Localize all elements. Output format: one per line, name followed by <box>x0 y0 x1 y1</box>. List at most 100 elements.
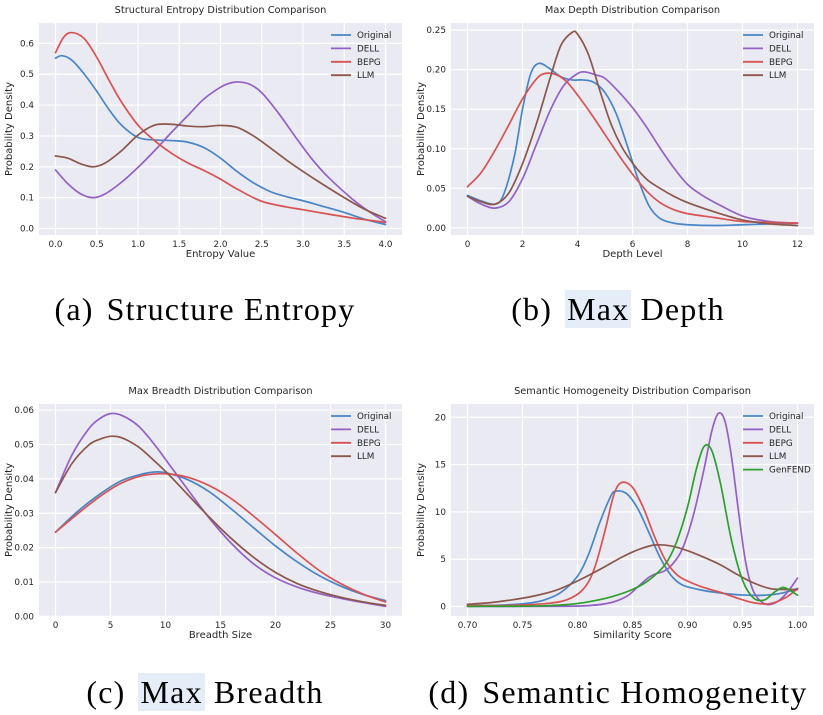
curve-original <box>54 470 387 602</box>
x-tick-label: 20 <box>270 621 282 631</box>
x-tick-label: 10 <box>737 240 749 250</box>
y-tick-label: 0.3 <box>20 132 34 142</box>
x-tick-label: 5 <box>108 621 114 631</box>
curves-group <box>54 412 387 608</box>
curves-group <box>466 412 799 608</box>
curve-llm <box>466 30 799 227</box>
chart-title: Semantic Homogeneity Distribution Compar… <box>514 386 751 397</box>
legend-label-dell: DELL <box>357 44 379 54</box>
panel-structural-entropy: 0.0 0.5 1.0 1.5 2.0 2.5 3.0 3.5 4.0 0.0 0.1 0.2 0.3 0… <box>1 0 411 262</box>
curve-original <box>466 490 799 607</box>
y-tick-label: 0.05 <box>426 184 446 194</box>
legend-label-genfend: GenFEND <box>769 466 811 476</box>
caption-b-prefix: (b) <box>511 291 553 327</box>
caption-max-depth: (b) Max Depth <box>413 290 823 328</box>
legend-label-original: Original <box>357 31 391 41</box>
curve-dell <box>54 81 387 223</box>
y-tick-label: 0 <box>440 603 446 613</box>
y-tick-label: 0.00 <box>426 224 446 234</box>
x-tick-label: 0.85 <box>623 621 643 631</box>
max-breadth-chart: 0 5 10 15 20 25 30 0.00 0.01 0.02 0.03 0.04 0.05 0.06… <box>4 386 402 641</box>
y-tick-label: 0.06 <box>14 406 34 416</box>
x-axis-label: Breadth Size <box>189 630 252 641</box>
legend: Original DELL BEPG LLM <box>331 412 391 462</box>
curve-dell <box>54 412 387 608</box>
panel-semantic-homogeneity: 0.70 0.75 0.80 0.85 0.90 0.95 1.00 0 5 10 15 20 Sema… <box>413 381 823 643</box>
x-tick-label: 1.0 <box>131 240 145 250</box>
caption-c-highlighted-text: Max <box>138 673 205 711</box>
curves-group <box>466 30 799 227</box>
y-tick-label: 0.5 <box>20 70 34 80</box>
y-tick-label: 0.0 <box>20 225 34 235</box>
x-tick-label: 0 <box>465 240 471 250</box>
y-axis-label: Probability Density <box>4 82 15 176</box>
legend-label-bepg: BEPG <box>769 58 793 68</box>
y-axis-label: Probability Density <box>4 463 15 557</box>
x-tick-label: 0.70 <box>458 621 478 631</box>
max-depth-chart: 0 2 4 6 8 10 12 0.00 0.05 0.10 0.15 0.20 0.25 Max Dep… <box>416 5 814 260</box>
curve-llm <box>54 123 387 220</box>
curve-bepg <box>54 31 387 224</box>
x-axis-label: Depth Level <box>602 249 662 260</box>
legend-label-llm: LLM <box>769 71 786 81</box>
y-axis-label: Probability Density <box>416 82 427 176</box>
legend-label-dell: DELL <box>357 425 379 435</box>
curve-bepg <box>54 472 387 603</box>
legend-label-dell: DELL <box>769 425 791 435</box>
curves-group <box>54 31 387 226</box>
x-tick-label: 0.0 <box>49 240 63 250</box>
curve-original <box>466 62 799 227</box>
caption-a-text: Structure Entropy <box>106 291 356 327</box>
semantic-homogeneity-chart: 0.70 0.75 0.80 0.85 0.90 0.95 1.00 0 5 10 15 20 Sema… <box>416 386 814 641</box>
x-tick-label: 3.5 <box>337 240 351 250</box>
y-tick-label: 10 <box>435 508 447 518</box>
curve-original <box>54 54 387 226</box>
caption-b-highlighted-text: Max <box>565 290 632 328</box>
chart-title: Structural Entropy Distribution Comparis… <box>115 5 327 16</box>
y-tick-label: 0.4 <box>20 101 34 111</box>
curve-dell <box>466 70 799 224</box>
panel-max-breadth: 0 5 10 15 20 25 30 0.00 0.01 0.02 0.03 0.04 0.05 0.06… <box>1 381 411 643</box>
x-tick-label: 10 <box>160 621 172 631</box>
legend: Original DELL BEPG LLM <box>331 31 391 81</box>
curve-bepg <box>466 481 799 607</box>
x-tick-label: 15 <box>215 621 226 631</box>
y-tick-label: 0.01 <box>14 578 34 588</box>
caption-a-prefix: (a) <box>54 291 94 327</box>
caption-c-text-post: Breadth <box>204 674 324 710</box>
legend-label-bepg: BEPG <box>357 439 381 449</box>
caption-semantic-homogeneity: (d) Semantic Homogeneity <box>413 674 823 711</box>
x-tick-label: 0.5 <box>90 240 104 250</box>
structural-entropy-chart: 0.0 0.5 1.0 1.5 2.0 2.5 3.0 3.5 4.0 0.0 0.1 0.2 0.3 0… <box>4 5 402 260</box>
curve-llm <box>466 543 799 606</box>
legend-label-bepg: BEPG <box>769 439 793 449</box>
x-tick-label: 12 <box>792 240 803 250</box>
legend-label-dell: DELL <box>769 44 791 54</box>
caption-d-prefix: (d) <box>428 674 470 710</box>
y-tick-label: 0.6 <box>20 39 34 49</box>
x-tick-label: 30 <box>380 621 392 631</box>
legend-label-original: Original <box>769 412 803 422</box>
y-tick-label: 0.02 <box>14 544 34 554</box>
legend: Original DELL BEPG LLM <box>743 31 803 81</box>
chart-title: Max Breadth Distribution Comparison <box>128 386 312 397</box>
x-tick-label: 8 <box>685 240 691 250</box>
x-tick-label: 2.0 <box>214 240 228 250</box>
y-tick-label: 0.04 <box>14 475 34 485</box>
y-tick-label: 0.10 <box>426 145 446 155</box>
curve-dell <box>466 412 799 608</box>
x-tick-label: 2 <box>520 240 526 250</box>
x-tick-label: 2.5 <box>255 240 269 250</box>
x-tick-label: 0.80 <box>568 621 588 631</box>
y-tick-label: 15 <box>435 461 446 471</box>
legend-label-original: Original <box>357 412 391 422</box>
y-tick-label: 0.05 <box>14 441 34 451</box>
x-tick-label: 0.75 <box>513 621 533 631</box>
y-tick-label: 0.20 <box>426 66 446 76</box>
curve-llm <box>54 435 387 607</box>
caption-b-text-post: Depth <box>631 291 725 327</box>
x-tick-label: 0.90 <box>678 621 698 631</box>
x-tick-label: 1.00 <box>788 621 808 631</box>
y-tick-label: 0.2 <box>20 163 34 173</box>
